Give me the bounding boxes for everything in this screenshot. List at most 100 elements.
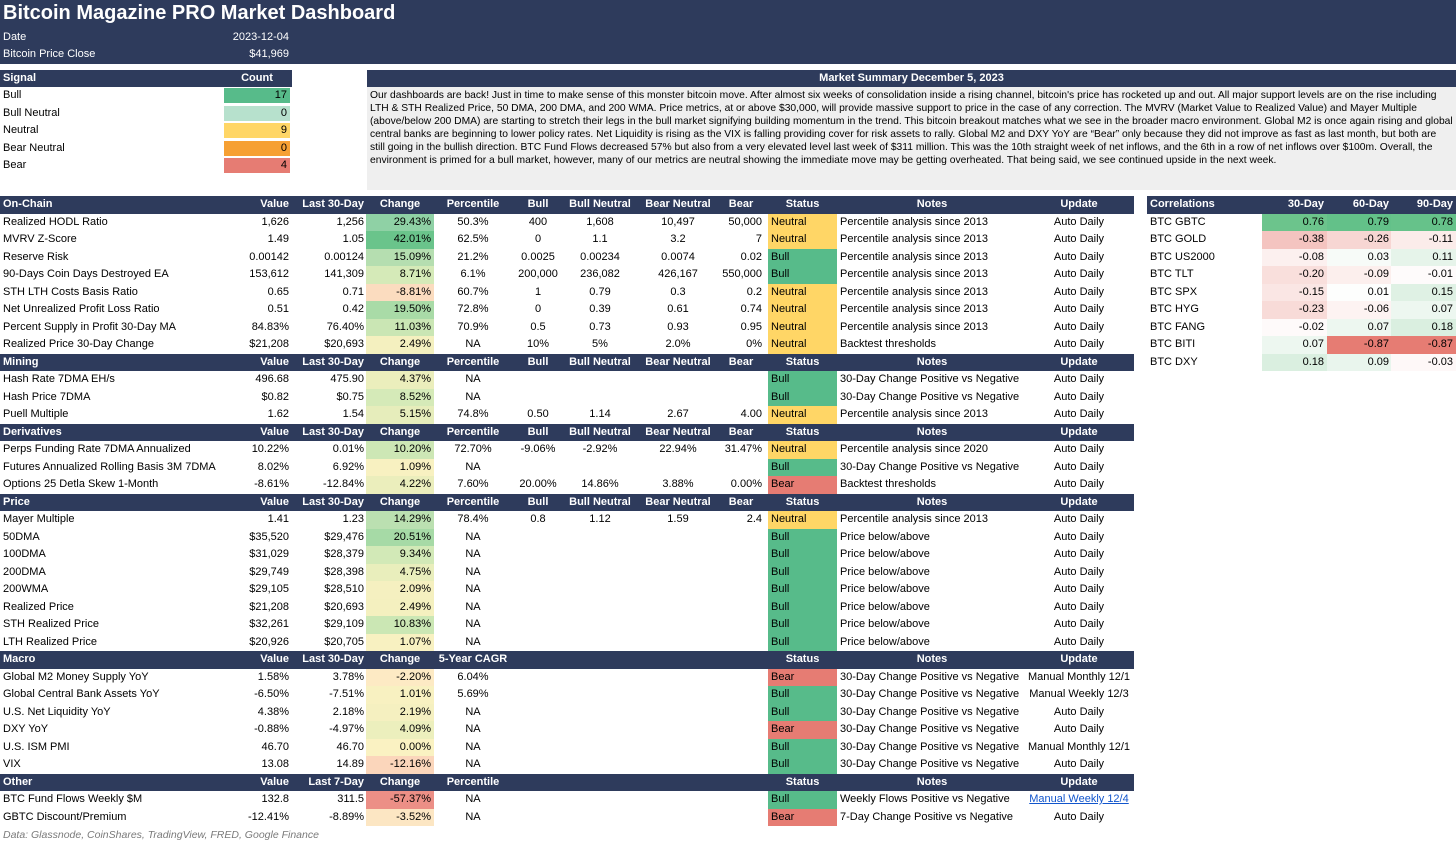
column-header-pct: Percentile <box>446 198 500 210</box>
market-summary-title: Market Summary December 5, 2023 <box>367 70 1456 87</box>
metric-pct: 5.69% <box>457 688 489 700</box>
metric-row: MVRV Z-Score 1.49 1.05 42.01% 62.5% 0 1.1 3.2 7 N… <box>0 231 1134 249</box>
metric-name: Realized Price <box>3 600 74 613</box>
correlation-value-d90: -0.01 <box>1391 266 1456 284</box>
column-header-name: Macro <box>3 653 36 665</box>
column-header-upd: Update <box>1060 198 1098 210</box>
metric-bear <box>717 564 765 582</box>
metric-brn <box>639 634 717 652</box>
metric-upd: Auto Daily <box>1053 758 1105 770</box>
metric-bull <box>512 389 564 407</box>
correlation-pair: BTC TLT <box>1150 268 1194 280</box>
correlation-pair: BTC BITI <box>1150 338 1196 350</box>
column-header-l30: Last 30-Day <box>302 355 364 368</box>
metric-l30: 1.54 <box>342 408 364 420</box>
metric-l30: -7.51% <box>329 688 364 700</box>
metric-l30: 1.05 <box>342 233 364 245</box>
metric-l30: 6.92% <box>332 460 364 473</box>
column-header-val: Value <box>260 775 289 788</box>
metric-bn <box>564 599 636 617</box>
metric-row: Reserve Risk 0.00142 0.00124 15.09% 21.2% 0.0… <box>0 248 1134 266</box>
metric-chg: 15.09% <box>366 248 434 266</box>
metric-brn <box>639 459 717 477</box>
metric-bear <box>717 704 765 722</box>
metric-l30: $29,109 <box>324 618 364 630</box>
column-header-st: Status <box>785 653 820 665</box>
metric-chg: 14.29% <box>366 511 434 529</box>
metric-val: 153,612 <box>249 268 289 280</box>
metric-bn <box>564 756 636 774</box>
metric-upd: Auto Daily <box>1053 565 1105 578</box>
metric-bn <box>564 529 636 547</box>
metric-bull <box>512 791 564 809</box>
metric-bn: 0.73 <box>589 320 611 333</box>
metric-notes: Percentile analysis since 2013 <box>840 303 988 315</box>
metric-bull <box>512 546 564 564</box>
metric-val: $21,208 <box>249 600 289 613</box>
metric-brn <box>639 756 717 774</box>
metric-bn <box>564 389 636 407</box>
metric-name: Mayer Multiple <box>3 513 75 525</box>
metric-upd: Auto Daily <box>1053 618 1105 630</box>
metric-name: Global Central Bank Assets YoY <box>3 688 160 700</box>
metric-notes: Price below/above <box>840 618 930 630</box>
metric-brn: 10,497 <box>661 215 695 228</box>
column-header-l30: Last 30-Day <box>302 653 364 665</box>
metric-st: Bull <box>768 581 837 599</box>
update-link[interactable]: Manual Weekly 12/4 <box>1029 793 1129 805</box>
metric-pct: NA <box>465 460 481 473</box>
metric-notes: Percentile analysis since 2013 <box>840 233 988 245</box>
metric-upd: Manual Monthly 12/1 <box>1027 670 1131 683</box>
metric-notes: 30-Day Change Positive vs Negative <box>840 670 1020 683</box>
correlation-value-d30: 0.18 <box>1262 353 1327 371</box>
metric-val: 1.58% <box>257 670 289 683</box>
metric-chg: 4.75% <box>366 563 434 581</box>
column-header-bn: Bull Neutral <box>569 198 631 210</box>
metrics-table: On-Chain Value Last 30-Day Change Percentile… <box>0 196 1134 826</box>
column-header-chg: Change <box>379 198 421 210</box>
metric-brn <box>639 389 717 407</box>
metric-name: Hash Rate 7DMA EH/s <box>3 373 115 385</box>
metric-notes: Price below/above <box>840 548 930 560</box>
metric-val: $20,926 <box>249 635 289 648</box>
metric-chg: 8.71% <box>366 266 434 284</box>
metric-bull <box>512 371 564 389</box>
metric-st: Bull <box>768 616 837 634</box>
metric-name: BTC Fund Flows Weekly $M <box>3 793 143 805</box>
signal-row: Bear 4 <box>0 157 292 175</box>
column-header-chg: Change <box>379 775 421 788</box>
metric-pct: NA <box>465 723 481 735</box>
metric-notes: Price below/above <box>840 565 930 578</box>
section-header-other: Other Value Last 7-Day Change Percentile Stat… <box>0 773 1134 791</box>
column-header-bull <box>512 651 564 669</box>
metric-brn: 3.88% <box>662 478 694 490</box>
metric-val: 1.49 <box>267 233 289 245</box>
signal-header-label: Signal <box>3 72 37 84</box>
price-value: $41,969 <box>249 48 289 60</box>
metric-l30: 0.00124 <box>324 250 364 263</box>
metric-brn: 0.3 <box>670 285 686 298</box>
metric-notes: 30-Day Change Positive vs Negative <box>840 723 1020 735</box>
metric-brn: 426,167 <box>658 268 698 280</box>
metric-pct: 21.2% <box>457 250 489 263</box>
correlation-value-d60: 0.03 <box>1327 248 1392 266</box>
date-value: 2023-12-04 <box>232 31 289 43</box>
metric-l30: -12.84% <box>323 478 364 490</box>
metric-l30: 0.71 <box>342 285 364 298</box>
metric-l30: 0.01% <box>332 443 364 455</box>
metric-bear <box>717 809 765 827</box>
metric-val: $21,208 <box>249 338 289 350</box>
metric-row: BTC Fund Flows Weekly $M 132.8 311.5 -57.37… <box>0 791 1134 809</box>
metric-bear: 0.2 <box>746 285 762 298</box>
metric-bear: 31.47% <box>724 443 762 455</box>
metric-st: Neutral <box>768 511 837 529</box>
data-sources-footer: Data: Glassnode, CoinShares, TradingView… <box>3 829 319 841</box>
metric-notes: Percentile analysis since 2013 <box>840 320 988 333</box>
metric-l30: $28,398 <box>324 565 364 578</box>
metric-val: $29,749 <box>249 565 289 578</box>
metric-upd: Auto Daily <box>1053 215 1105 228</box>
metric-row: Realized Price $21,208 $20,693 2.49% NA Bull P… <box>0 598 1134 617</box>
metric-bn: 14.86% <box>581 478 619 490</box>
correlation-value-d30: -0.20 <box>1262 266 1327 284</box>
metric-row: GBTC Discount/Premium -12.41% -8.89% -3.52%… <box>0 808 1134 827</box>
